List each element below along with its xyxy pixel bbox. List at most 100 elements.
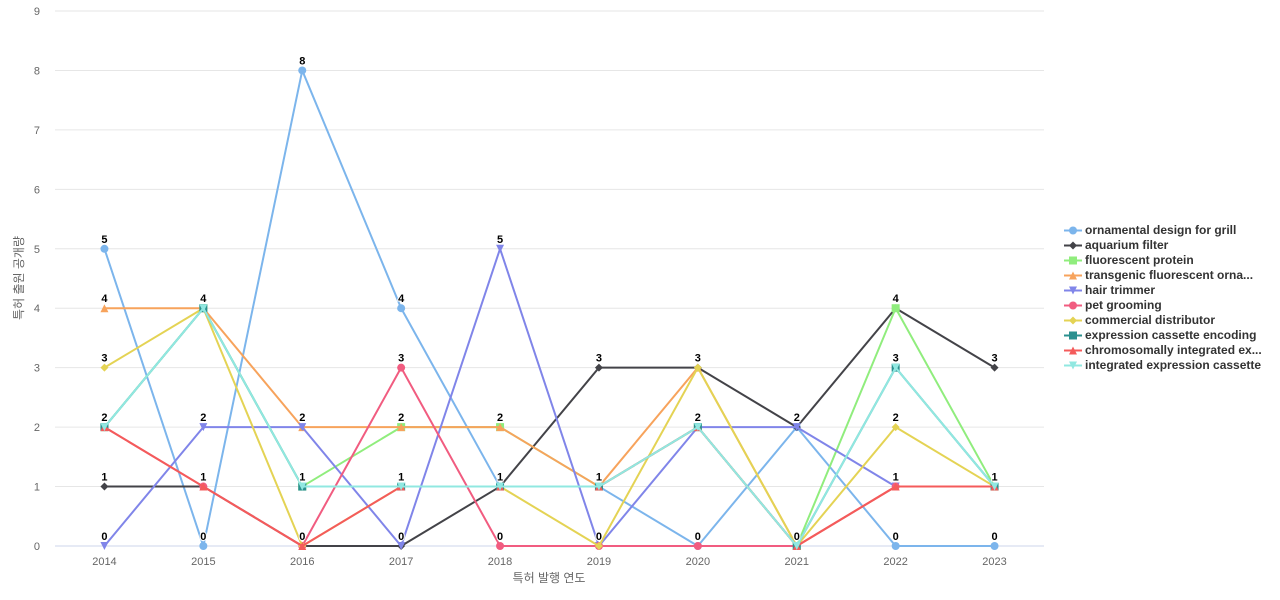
data-point[interactable] — [990, 542, 999, 550]
x-axis-title: 특허 발행 연도 — [513, 570, 586, 585]
legend-marker[interactable] — [1069, 271, 1077, 280]
data-point[interactable] — [891, 304, 900, 313]
x-tick-label: 2020 — [686, 556, 710, 568]
data-point[interactable] — [100, 482, 109, 491]
data-label: 3 — [893, 353, 899, 365]
x-tick-label: 2015 — [191, 556, 215, 568]
data-point[interactable] — [100, 363, 109, 372]
legend-item[interactable]: expression cassette encoding — [1064, 328, 1262, 343]
data-point[interactable] — [298, 66, 307, 75]
y-tick-label: 0 — [34, 541, 40, 553]
data-point[interactable] — [891, 542, 900, 550]
data-point[interactable] — [199, 482, 208, 491]
data-point[interactable] — [100, 244, 109, 253]
data-point[interactable] — [891, 482, 900, 491]
legend-marker[interactable] — [1069, 331, 1077, 340]
data-label: 1 — [497, 472, 503, 484]
data-label: 1 — [596, 472, 602, 484]
legend-marker[interactable] — [1069, 361, 1077, 370]
legend-label: integrated expression cassette — [1085, 358, 1262, 372]
data-point[interactable] — [990, 482, 999, 491]
data-point[interactable] — [594, 363, 603, 372]
legend-item[interactable]: hair trimmer — [1064, 283, 1262, 298]
legend-item[interactable]: chromosomally integrated ex... — [1064, 343, 1262, 358]
data-label: 0 — [398, 531, 404, 543]
data-point[interactable] — [199, 423, 208, 432]
legend-item[interactable]: ornamental design for grill — [1064, 223, 1262, 238]
data-point[interactable] — [990, 363, 999, 372]
series-layer — [100, 66, 999, 550]
data-label: 0 — [200, 531, 206, 543]
y-tick-label: 7 — [34, 125, 40, 137]
data-point[interactable] — [693, 423, 702, 432]
data-label: 2 — [695, 412, 701, 424]
series-integrated-expression-cassette — [100, 304, 999, 550]
x-tick-label: 2014 — [92, 556, 116, 568]
data-point[interactable] — [693, 542, 702, 550]
data-label: 2 — [398, 412, 404, 424]
legend-marker[interactable] — [1069, 256, 1077, 265]
data-point[interactable] — [100, 304, 109, 313]
data-point[interactable] — [397, 542, 406, 550]
data-label: 2 — [497, 412, 503, 424]
data-point[interactable] — [496, 244, 505, 253]
data-point[interactable] — [891, 423, 900, 432]
data-point[interactable] — [496, 542, 505, 550]
legend-item[interactable]: pet grooming — [1064, 298, 1262, 313]
legend-swatch — [1064, 286, 1082, 295]
legend-marker[interactable] — [1069, 346, 1077, 355]
data-labels: 5 4 3 2 1 0 4 2 1 0 8 2 1 0 4 3 2 1 0 5 2 1 0 3 1 0 3 2 0 2 0 4 3 2 1 0 3 1 0 — [100, 54, 998, 544]
data-point[interactable] — [496, 482, 505, 491]
y-tick-label: 4 — [34, 303, 40, 315]
data-point[interactable] — [594, 542, 603, 550]
data-point[interactable] — [397, 482, 406, 491]
data-point[interactable] — [891, 363, 900, 372]
y-tick-label: 5 — [34, 244, 40, 256]
data-point[interactable] — [792, 423, 801, 432]
data-point[interactable] — [496, 423, 505, 432]
data-point[interactable] — [397, 423, 406, 432]
legend-marker[interactable] — [1069, 286, 1077, 295]
data-label: 3 — [695, 353, 701, 365]
legend-marker[interactable] — [1069, 241, 1077, 250]
y-tick-label: 2 — [34, 422, 40, 434]
data-point[interactable] — [298, 542, 307, 550]
data-point[interactable] — [594, 482, 603, 491]
data-point[interactable] — [199, 304, 208, 313]
data-label: 4 — [893, 293, 900, 305]
grid-layer — [55, 10, 1044, 547]
data-point[interactable] — [397, 363, 406, 372]
data-point[interactable] — [397, 304, 406, 313]
legend-swatch — [1064, 256, 1082, 265]
data-point[interactable] — [693, 363, 702, 372]
y-tick-label: 3 — [34, 363, 40, 375]
data-point[interactable] — [298, 423, 307, 432]
legend-item[interactable]: aquarium filter — [1064, 238, 1262, 253]
data-label: 1 — [101, 472, 107, 484]
data-label: 2 — [200, 412, 206, 424]
data-label: 0 — [497, 531, 503, 543]
data-point[interactable] — [792, 542, 801, 550]
legend-item[interactable]: fluorescent protein — [1064, 253, 1262, 268]
legend-item[interactable]: transgenic fluorescent orna... — [1064, 268, 1262, 283]
legend-marker[interactable] — [1069, 316, 1077, 325]
legend-swatch — [1064, 301, 1082, 310]
data-point[interactable] — [199, 542, 208, 550]
data-point[interactable] — [100, 423, 109, 432]
legend-item[interactable]: commercial distributor — [1064, 313, 1262, 328]
data-point[interactable] — [298, 482, 307, 491]
legend-label: commercial distributor — [1085, 313, 1216, 327]
legend: ornamental design for grill aquarium filt… — [1064, 223, 1262, 373]
data-label: 3 — [398, 353, 404, 365]
data-point[interactable] — [100, 542, 109, 550]
series-line — [103, 307, 996, 547]
x-tick-label: 2022 — [883, 556, 907, 568]
data-label: 5 — [497, 234, 503, 246]
legend-marker[interactable] — [1069, 226, 1077, 235]
legend-item[interactable]: integrated expression cassette — [1064, 358, 1262, 373]
data-label: 4 — [398, 293, 405, 305]
legend-marker[interactable] — [1069, 301, 1077, 310]
legend-label: expression cassette encoding — [1085, 328, 1257, 342]
y-tick-label: 9 — [34, 6, 40, 18]
